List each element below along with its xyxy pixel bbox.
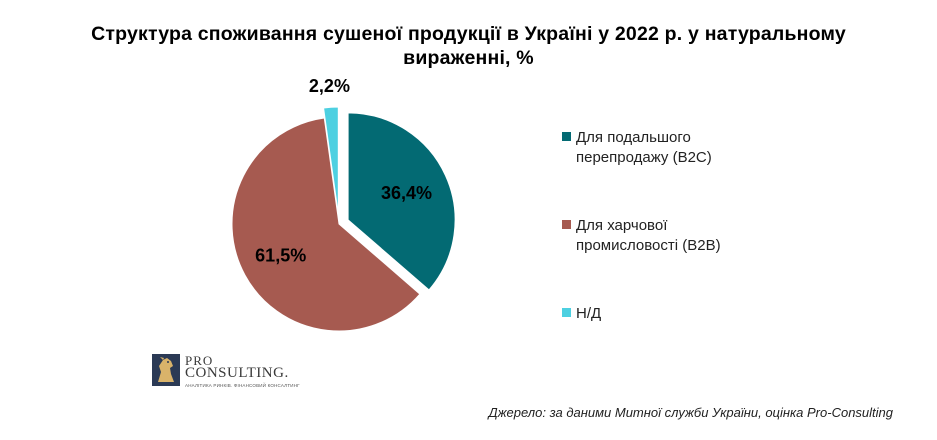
- data-label-nd: 2,2%: [309, 76, 350, 96]
- legend-label-nd: Н/Д: [576, 305, 602, 322]
- horse-logo-icon: [152, 354, 180, 386]
- data-label-b2b: 61,5%: [255, 246, 306, 266]
- chart-title-line-2: вираженні, %: [403, 47, 534, 69]
- logo-tagline: АНАЛІТИКА РИНКІВ. ФІНАНСОВИЙ КОНСАЛТИНГ: [185, 383, 300, 388]
- legend-label-b2c-line-1: Для подальшого: [576, 129, 691, 146]
- logo-pro-text: PRO: [185, 353, 214, 368]
- chart-title-line-1: Структура споживання сушеної продукції в…: [91, 23, 846, 45]
- pie-slice-nd: [323, 106, 339, 215]
- source-note: Джерело: за даними Митної служби України…: [488, 405, 893, 420]
- chart-title: Структура споживання сушеної продукції в…: [0, 22, 937, 70]
- pie-slice-b2b: [231, 117, 421, 332]
- logo-name-text: CONSULTING.: [185, 365, 289, 381]
- pro-consulting-logo: PRO CONSULTING. АНАЛІТИКА РИНКІВ. ФІНАНС…: [152, 352, 300, 392]
- legend-label-b2c-line-2: перепродажу (B2C): [576, 149, 712, 166]
- legend-swatch-b2b: [562, 220, 571, 229]
- legend-swatch-b2c: [562, 132, 571, 141]
- legend-swatch-nd: [562, 308, 571, 317]
- legend-label-b2b-line-1: Для харчової: [576, 217, 668, 234]
- data-label-b2c: 36,4%: [381, 183, 432, 203]
- legend-label-b2b-line-2: промисловості (B2B): [576, 237, 721, 254]
- pie-slice-b2c: [347, 112, 456, 291]
